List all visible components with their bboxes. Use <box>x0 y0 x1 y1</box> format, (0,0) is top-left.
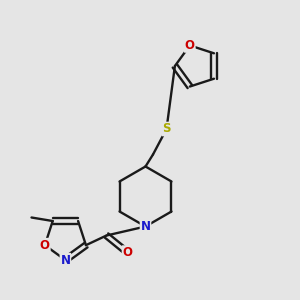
Text: N: N <box>60 254 70 267</box>
Text: N: N <box>140 220 151 233</box>
Text: O: O <box>122 246 133 259</box>
Text: O: O <box>185 39 195 52</box>
Text: S: S <box>162 122 171 136</box>
Text: O: O <box>40 239 50 252</box>
